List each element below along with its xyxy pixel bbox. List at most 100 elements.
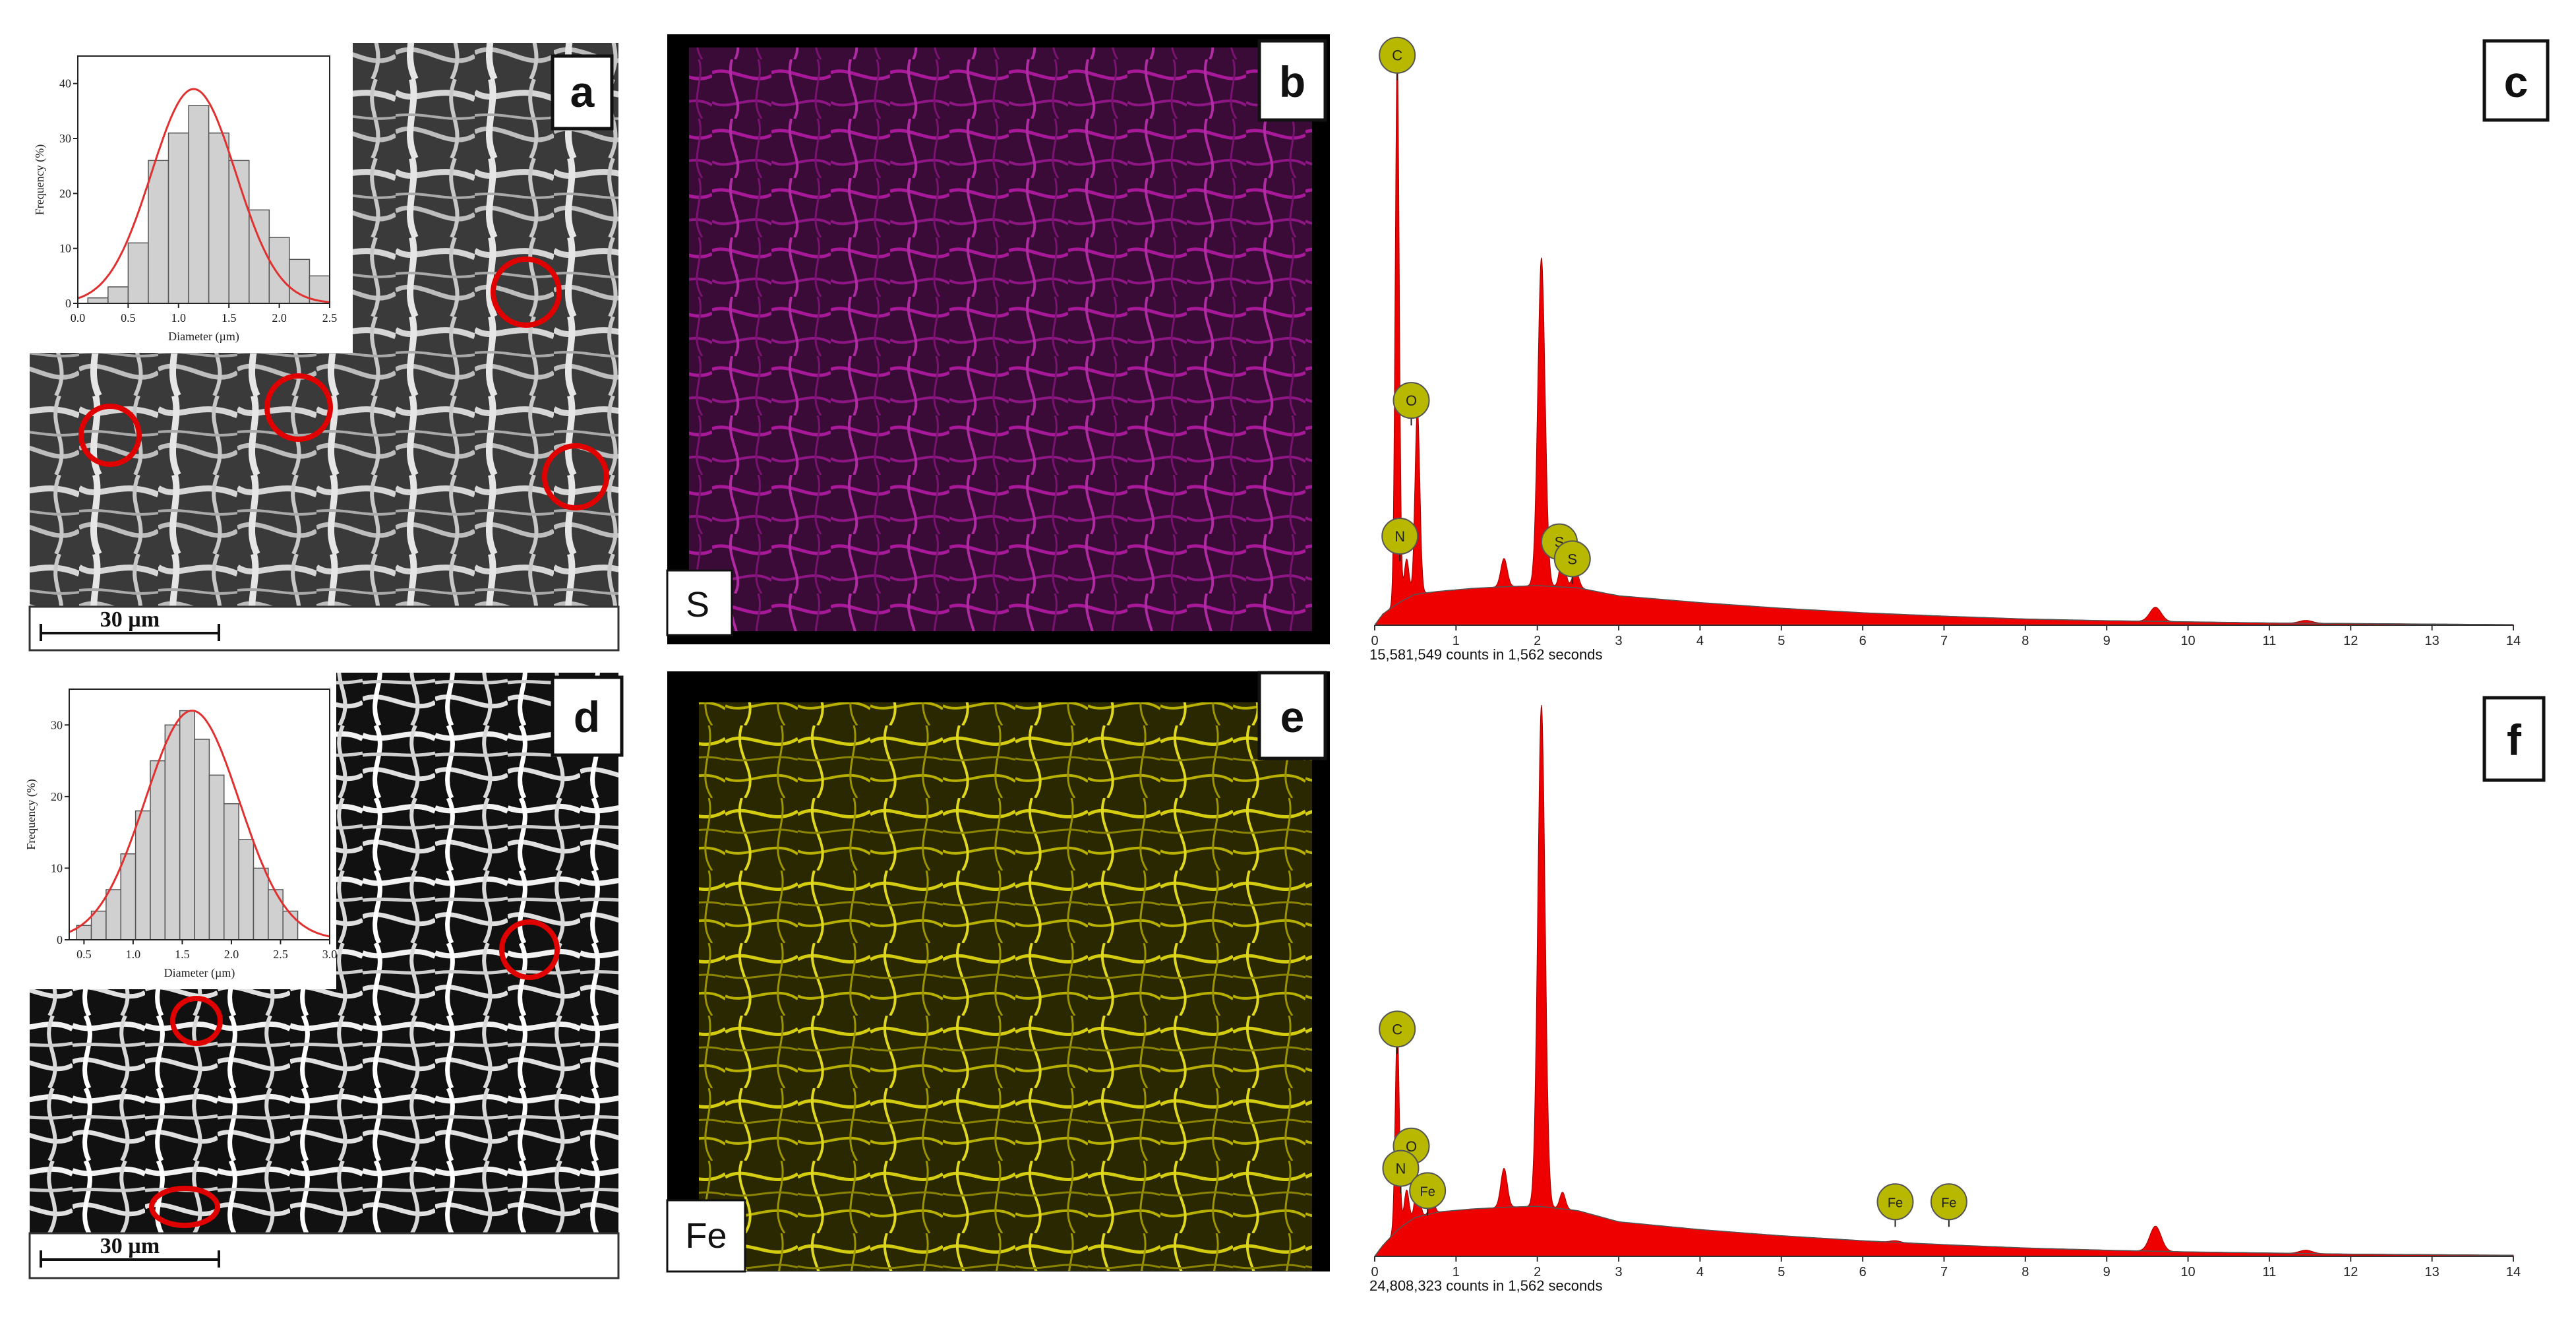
element-marker-label: C	[1392, 47, 1402, 64]
x-tick-label: 1.5	[175, 948, 190, 961]
element-marker-N	[1382, 1149, 1420, 1187]
histogram-bar	[238, 839, 255, 940]
element-map-S	[689, 47, 1312, 631]
x-tick-label: 4	[1696, 1265, 1704, 1279]
histogram-bar	[107, 286, 129, 304]
histogram-inset-a: 0.0 0.5 1.0 1.5 2.0 2.5 0 10 20 30 40 Diameter (µm)…	[33, 55, 337, 344]
x-tick-label: 11	[2263, 1265, 2277, 1279]
x-axis-label: Diameter (µm)	[168, 330, 239, 344]
y-axis-label: Frequency (%)	[33, 144, 47, 215]
histogram-bar	[282, 910, 299, 940]
panel-label-box-a	[551, 54, 614, 131]
highlight-circle	[542, 443, 609, 510]
panel-label-d: d	[574, 692, 600, 741]
panel-d: 30 µm d 0.5 1.0 1.5 2.0 2.5 3.0 0 10 20 30 Diamete…	[24, 673, 624, 1279]
y-tick-label: 10	[51, 861, 63, 874]
element-marker-Fe	[1409, 1172, 1447, 1210]
element-marker-S	[1553, 540, 1591, 578]
x-tick-label: 5	[1778, 1265, 1785, 1279]
element-marker-C	[1379, 1010, 1416, 1048]
x-tick-label: 1	[1453, 634, 1460, 648]
element-marker-label: O	[1406, 392, 1417, 409]
spectrum-area	[1374, 705, 2514, 1257]
x-tick-label: 3	[1615, 1265, 1623, 1279]
x-tick-label: 5	[1778, 634, 1785, 648]
panel-a: 30 µm a 0.0 0.5 1.0 1.5 2.0 2.5 0 10 20 30 40 Diame…	[28, 43, 620, 652]
panel-label-c: c	[2504, 57, 2529, 106]
x-tick-label: 8	[2022, 1265, 2029, 1279]
x-tick-label: 3	[1615, 634, 1623, 648]
x-tick-label: 0.0	[71, 311, 86, 324]
x-tick-label: 14	[2506, 1265, 2521, 1279]
element-marker-label: S	[1567, 551, 1577, 567]
plot-frame	[69, 689, 330, 940]
histogram-inset-d: 0.5 1.0 1.5 2.0 2.5 3.0 0 10 20 30 Diameter (µm) Fr…	[24, 689, 337, 980]
scale-bar-strip-d	[28, 1232, 620, 1279]
x-tick-label: 2.5	[273, 948, 288, 961]
element-label-box-S	[666, 569, 733, 636]
x-tick-label: 0.5	[121, 311, 136, 324]
element-marker-C	[1379, 36, 1416, 74]
element-marker-O	[1393, 382, 1430, 419]
histogram-bar	[179, 710, 195, 940]
histogram-bar	[268, 237, 290, 304]
panel-label-e: e	[1280, 692, 1305, 741]
x-tick-label: 13	[2425, 634, 2440, 648]
element-marker-label: Fe	[1420, 1184, 1435, 1199]
y-axis-label: Frequency (%)	[24, 779, 38, 849]
x-tick-label: 12	[2343, 634, 2358, 648]
x-tick-label: 2	[1534, 1265, 1541, 1279]
x-tick-label: 0.5	[76, 948, 92, 961]
scale-bar-label-d: 30 µm	[100, 1234, 160, 1258]
x-axis-label: Diameter (µm)	[164, 966, 235, 980]
histogram-bar	[249, 209, 270, 304]
x-tick-label: 6	[1859, 634, 1867, 648]
highlight-circle	[499, 919, 560, 980]
element-marker-N	[1381, 518, 1419, 555]
scale-bar-label-a: 30 µm	[100, 607, 160, 632]
histogram-bar	[194, 739, 210, 940]
panel-label-box-b	[1257, 39, 1327, 122]
element-label-box-Fe	[666, 1199, 746, 1273]
histogram-bar	[188, 105, 210, 304]
background-curve	[1374, 1206, 2513, 1257]
x-tick-label: 0	[1371, 1265, 1378, 1279]
x-tick-label: 4	[1696, 634, 1704, 648]
panel-label-box-f	[2482, 696, 2546, 782]
panel-label-box-e	[1257, 671, 1327, 760]
y-tick-label: 30	[59, 132, 71, 145]
x-tick-label: 7	[1940, 634, 1948, 648]
x-tick-label: 10	[2180, 1265, 2195, 1279]
panel-label-f: f	[2507, 716, 2522, 764]
x-tick-label: 6	[1859, 1265, 1867, 1279]
counts-text-f: 24,808,323 counts in 1,562 seconds	[1369, 1277, 1603, 1294]
x-tick-label: 0	[1371, 634, 1378, 648]
histogram-bar	[224, 803, 239, 940]
histogram-bar	[127, 242, 149, 304]
x-tick-label: 2	[1534, 634, 1541, 648]
x-tick-label: 12	[2343, 1265, 2358, 1279]
counts-text-c: 15,581,549 counts in 1,562 seconds	[1369, 646, 1603, 663]
x-tick-label: 11	[2263, 634, 2277, 648]
element-label-S: S	[686, 585, 709, 625]
histogram-bar	[135, 810, 151, 940]
highlight-circle	[149, 1186, 220, 1228]
element-marker-label: Fe	[1941, 1196, 1956, 1210]
histogram-bar	[120, 853, 136, 940]
element-marker-label: N	[1396, 1161, 1406, 1177]
x-tick-label: 1.5	[222, 311, 237, 324]
x-tick-label: 8	[2022, 634, 2029, 648]
highlight-circle	[170, 996, 223, 1046]
panel-label-b: b	[1279, 57, 1305, 106]
y-tick-label: 20	[59, 187, 71, 200]
panel-label-box-d	[551, 675, 624, 757]
background-curve	[1374, 585, 2513, 626]
histogram-bar	[289, 259, 311, 304]
gaussian-fit-curve	[77, 88, 330, 303]
histogram-bar	[253, 867, 269, 940]
